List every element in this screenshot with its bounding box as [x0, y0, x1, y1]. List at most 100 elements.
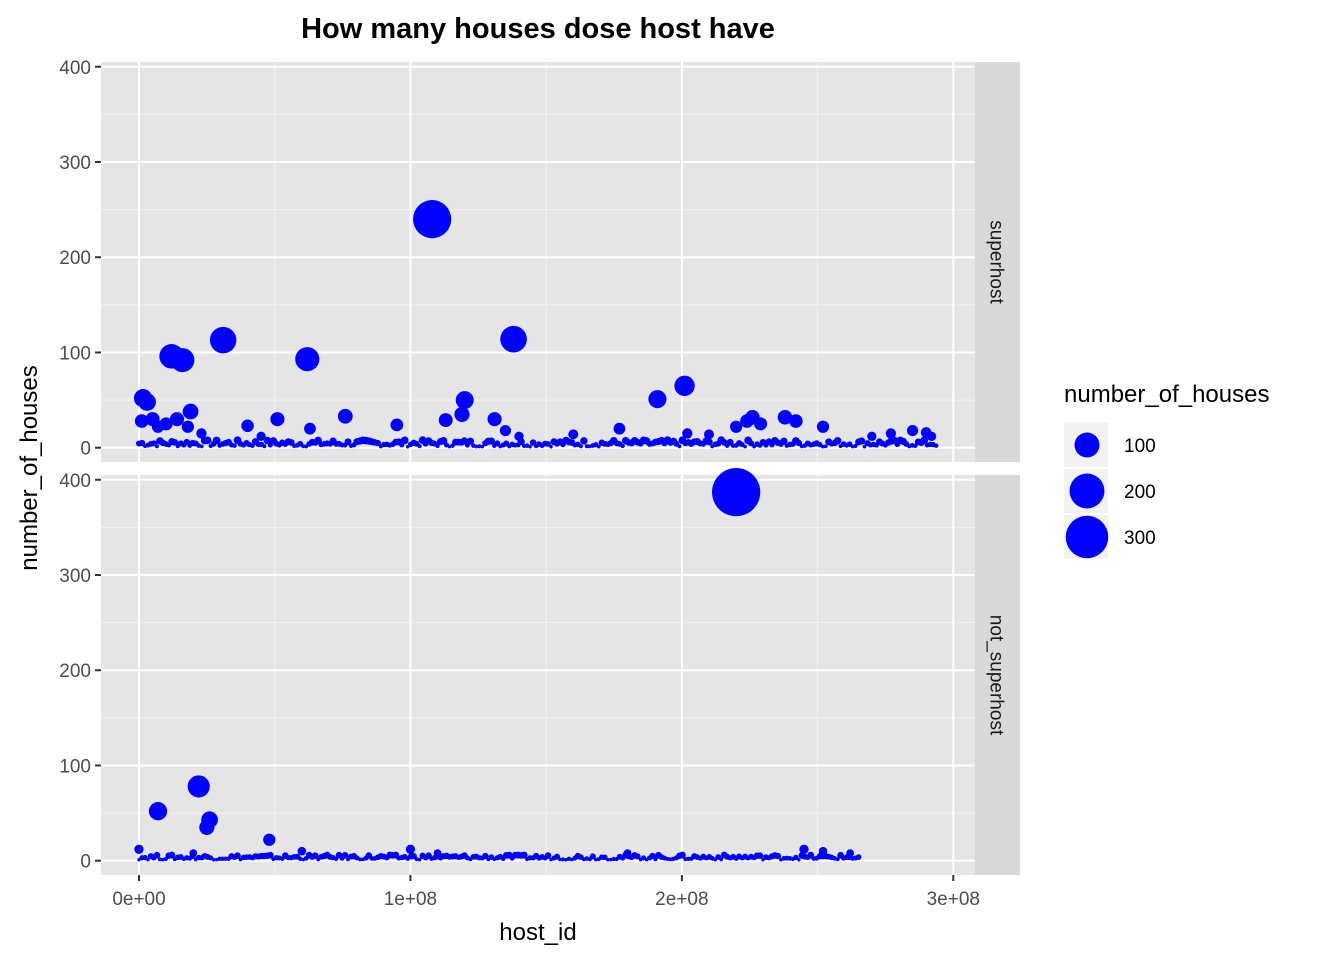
data-point: [853, 443, 858, 449]
data-point: [620, 443, 625, 449]
data-point: [454, 406, 470, 422]
data-point: [438, 413, 453, 428]
data-point: [344, 438, 352, 446]
data-point: [857, 437, 866, 445]
data-point: [209, 326, 237, 354]
data-point: [549, 444, 553, 449]
data-point: [566, 856, 572, 862]
data-point: [580, 437, 588, 445]
data-point: [677, 444, 682, 449]
data-point: [169, 412, 185, 427]
data-point: [471, 443, 476, 448]
data-point: [466, 437, 475, 445]
data-point: [756, 852, 764, 859]
data-point: [665, 856, 670, 862]
y-tick-label: 400: [59, 471, 91, 492]
y-axis-title: number_of_houses: [16, 365, 43, 570]
legend-label: 300: [1124, 528, 1156, 549]
data-point: [820, 444, 825, 449]
data-point: [433, 849, 442, 857]
data-point: [298, 856, 303, 861]
data-point: [477, 444, 482, 449]
data-point: [234, 852, 241, 859]
data-point: [589, 853, 596, 860]
legend-symbol: [1069, 473, 1105, 509]
data-point: [171, 439, 179, 446]
data-point: [704, 429, 714, 440]
data-point: [168, 851, 176, 859]
data-point: [333, 856, 339, 862]
legend-label: 100: [1124, 436, 1156, 457]
legend-symbol: [1065, 515, 1109, 559]
data-point: [926, 431, 937, 441]
points: [133, 200, 937, 441]
data-point: [623, 849, 632, 857]
data-point: [460, 437, 469, 445]
data-point: [795, 439, 803, 447]
data-point: [544, 852, 552, 859]
data-point: [634, 853, 641, 860]
legend-label: 200: [1124, 482, 1156, 503]
data-point: [187, 775, 210, 798]
data-point: [596, 444, 601, 449]
facet-strip: [975, 62, 1020, 462]
data-point: [311, 852, 319, 859]
data-point: [653, 857, 658, 862]
x-tick-label: 3e+08: [927, 889, 980, 910]
data-point: [862, 444, 867, 449]
data-point: [270, 412, 285, 427]
data-point: [520, 851, 528, 859]
data-point: [138, 393, 156, 411]
data-point: [558, 857, 562, 862]
data-point: [499, 424, 512, 437]
data-point: [480, 444, 485, 449]
data-point: [780, 437, 788, 445]
data-point: [500, 325, 527, 353]
data-point: [719, 857, 724, 862]
y-tick-label: 100: [59, 343, 91, 364]
data-point: [545, 441, 551, 447]
x-tick-label: 2e+08: [655, 889, 708, 910]
data-point: [400, 436, 409, 445]
data-point: [846, 849, 855, 857]
data-point: [818, 846, 828, 856]
data-point: [301, 444, 306, 449]
data-point: [439, 437, 448, 445]
data-point: [774, 852, 782, 860]
data-point: [797, 858, 801, 862]
y-tick-label: 0: [80, 852, 91, 873]
data-point: [833, 437, 842, 445]
data-point: [159, 417, 173, 431]
data-point: [611, 856, 616, 862]
data-point: [413, 200, 452, 239]
data-point: [584, 444, 589, 449]
x-tick-label: 0e+00: [112, 889, 165, 910]
data-point: [606, 858, 610, 862]
data-point: [514, 431, 524, 441]
y-tick-label: 200: [59, 661, 91, 682]
data-point: [196, 428, 207, 439]
x-tick-label: 1e+08: [384, 889, 437, 910]
data-point: [482, 852, 489, 860]
data-point: [855, 854, 862, 860]
data-point: [568, 429, 579, 440]
data-point: [256, 431, 266, 441]
facet-strip-label: superhost: [986, 220, 1007, 304]
data-point: [263, 436, 272, 445]
data-point: [212, 436, 221, 445]
data-point: [601, 854, 608, 861]
legend: number_of_houses 100 200 300: [1064, 381, 1269, 559]
data-point: [262, 444, 267, 449]
data-point: [789, 414, 803, 428]
data-point: [304, 422, 316, 435]
y-tick-label: 300: [59, 566, 91, 587]
data-point: [232, 443, 237, 448]
data-point: [203, 436, 212, 445]
data-point: [154, 444, 159, 449]
legend-title: number_of_houses: [1064, 381, 1269, 408]
data-point: [613, 422, 626, 435]
data-point: [678, 851, 686, 859]
data-point: [390, 418, 404, 432]
data-point: [674, 375, 695, 396]
